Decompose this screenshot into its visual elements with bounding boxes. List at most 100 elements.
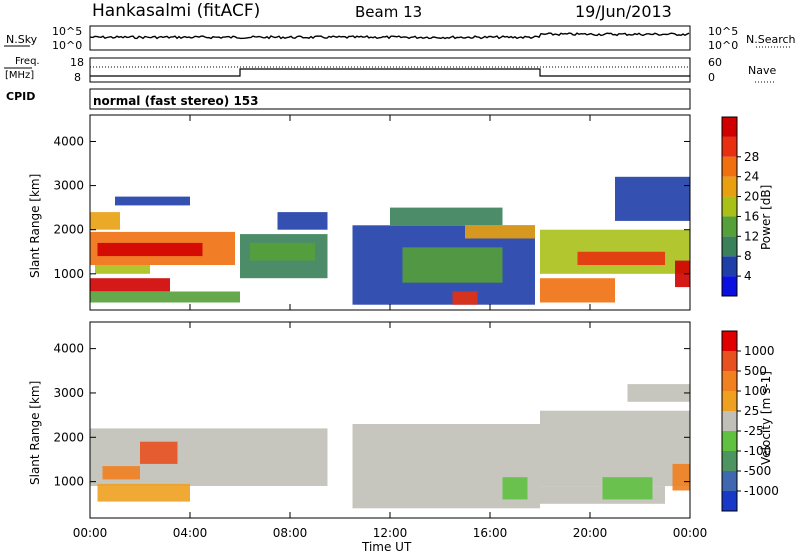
velocity-band-5 — [502, 477, 528, 500]
velocity-band-6 — [540, 410, 690, 487]
x-tick-label: 00:00 — [673, 526, 708, 540]
freq-trace — [90, 68, 690, 77]
nave-tick-bottom: 0 — [708, 71, 715, 84]
power-colorbar-tick-label: 4 — [744, 269, 752, 283]
velocity-colorbar-swatch — [722, 471, 737, 491]
noise-panel-frame — [89, 25, 691, 51]
y-tick-label: 3000 — [53, 179, 84, 193]
power-colorbar-tick-label: 8 — [744, 249, 752, 263]
velocity-colorbar-swatch — [722, 411, 737, 431]
velocity-colorbar-tick-label: 100 — [744, 384, 767, 398]
station-title: Hankasalmi (fitACF) — [92, 1, 260, 21]
velocity-band-3 — [140, 441, 178, 464]
velocity-colorbar-tick-label: 500 — [744, 364, 767, 378]
power-colorbar-tick-label: 28 — [744, 150, 759, 164]
y-tick-label: 1000 — [53, 475, 84, 489]
velocity-colorbar-swatch — [722, 351, 737, 371]
velocity-band-1 — [97, 483, 190, 502]
velocity-colorbar-tick-label: -1000 — [744, 484, 779, 498]
power-band-14 — [452, 291, 478, 305]
velocity-colorbar-tick-label: -500 — [744, 464, 771, 478]
power-colorbar-tick-label: 20 — [744, 190, 759, 204]
y-tick-label: 2000 — [53, 223, 84, 237]
power-band-12 — [390, 207, 503, 226]
power-band-8 — [250, 242, 315, 261]
power-colorbar-swatch — [722, 136, 737, 157]
cpid-text: normal (fast stereo) 153 — [93, 94, 259, 108]
noise-trace — [89, 32, 690, 40]
x-tick-label: 00:00 — [73, 526, 108, 540]
velocity-colorbar: 1000 500 100 25 -25 -100 -500 -1000 — [721, 330, 779, 512]
power-colorbar-swatch — [722, 256, 737, 277]
velocity-band-9 — [672, 463, 690, 491]
velocity-band-10 — [627, 384, 690, 402]
noise-right-label: N.Search — [746, 33, 796, 46]
velocity-colorbar-frame — [721, 330, 738, 512]
x-tick-label: 20:00 — [573, 526, 608, 540]
power-colorbar-swatch — [722, 196, 737, 217]
beam-title: Beam 13 — [355, 3, 422, 21]
velocity-y-axis: 1000 2000 3000 4000 — [53, 342, 690, 489]
velocity-colorbar-swatch — [722, 331, 737, 351]
power-colorbar-label: Power [dB] — [759, 185, 773, 250]
power-y-axis: 1000 2000 3000 4000 — [53, 134, 690, 281]
y-tick-label: 2000 — [53, 430, 84, 444]
velocity-colorbar-label: Velocity [m s-1] — [759, 371, 773, 465]
power-band-9 — [277, 212, 328, 230]
velocity-colorbar-swatch — [722, 371, 737, 391]
freq-panel-frame — [89, 57, 691, 83]
power-heatmap — [90, 176, 690, 305]
power-band-15 — [540, 229, 690, 274]
power-colorbar: 4 8 12 16 20 24 28 — [721, 116, 759, 297]
noise-left-label: N.Sky — [6, 33, 38, 46]
velocity-y-label: Slant Range [km] — [28, 381, 42, 485]
y-tick-label: 4000 — [53, 134, 84, 148]
velocity-colorbar-swatch — [722, 431, 737, 451]
freq-label-2: [MHz] — [5, 70, 34, 81]
y-tick-label: 4000 — [53, 342, 84, 356]
power-band-18 — [615, 176, 690, 221]
velocity-colorbar-tick-label: 1000 — [744, 344, 775, 358]
velocity-heatmap — [90, 384, 690, 509]
power-colorbar-swatch — [722, 216, 737, 237]
velocity-band-2 — [102, 466, 140, 480]
power-colorbar-swatch — [722, 156, 737, 177]
x-tick-label: 04:00 — [173, 526, 208, 540]
cpid-label: CPID — [6, 90, 35, 103]
nave-label: Nave — [748, 64, 776, 77]
power-colorbar-tick-label: 12 — [744, 229, 759, 243]
power-band-11 — [402, 247, 503, 283]
power-band-4 — [90, 212, 120, 230]
power-band-0 — [90, 278, 170, 292]
freq-label-1: Freq. — [15, 56, 40, 67]
cpid-panel-frame — [89, 88, 691, 110]
velocity-colorbar-swatch — [722, 491, 737, 511]
date-title: 19/Jun/2013 — [575, 2, 672, 21]
power-colorbar-swatch — [722, 176, 737, 197]
velocity-colorbar-tick-label: 25 — [744, 404, 759, 418]
power-band-17 — [577, 251, 665, 265]
power-colorbar-swatch — [722, 236, 737, 257]
nave-tick-top: 60 — [708, 56, 722, 69]
power-band-2 — [97, 242, 203, 257]
y-tick-label: 3000 — [53, 386, 84, 400]
velocity-colorbar-tick-label: -25 — [744, 424, 764, 438]
x-tick-label: 08:00 — [273, 526, 308, 540]
y-tick-label: 1000 — [53, 267, 84, 281]
noise-right-tick-bottom: 10^0 — [708, 39, 738, 52]
power-band-13 — [465, 225, 535, 239]
velocity-colorbar-tick-label: -100 — [744, 444, 771, 458]
freq-tick-top: 18 — [70, 56, 84, 69]
x-tick-label: 16:00 — [473, 526, 508, 540]
x-axis: 00:00 04:00 08:00 12:00 16:00 20:00 00:00 — [73, 115, 708, 540]
power-band-3 — [90, 291, 240, 303]
x-axis-label: Time UT — [361, 540, 412, 554]
power-band-5 — [115, 196, 190, 206]
velocity-band-8 — [602, 477, 653, 500]
noise-left-tick-top: 10^5 — [52, 25, 82, 38]
noise-left-tick-bottom: 10^0 — [52, 39, 82, 52]
power-colorbar-swatch — [722, 276, 737, 296]
x-tick-label: 12:00 — [373, 526, 408, 540]
power-colorbar-tick-label: 24 — [744, 170, 759, 184]
